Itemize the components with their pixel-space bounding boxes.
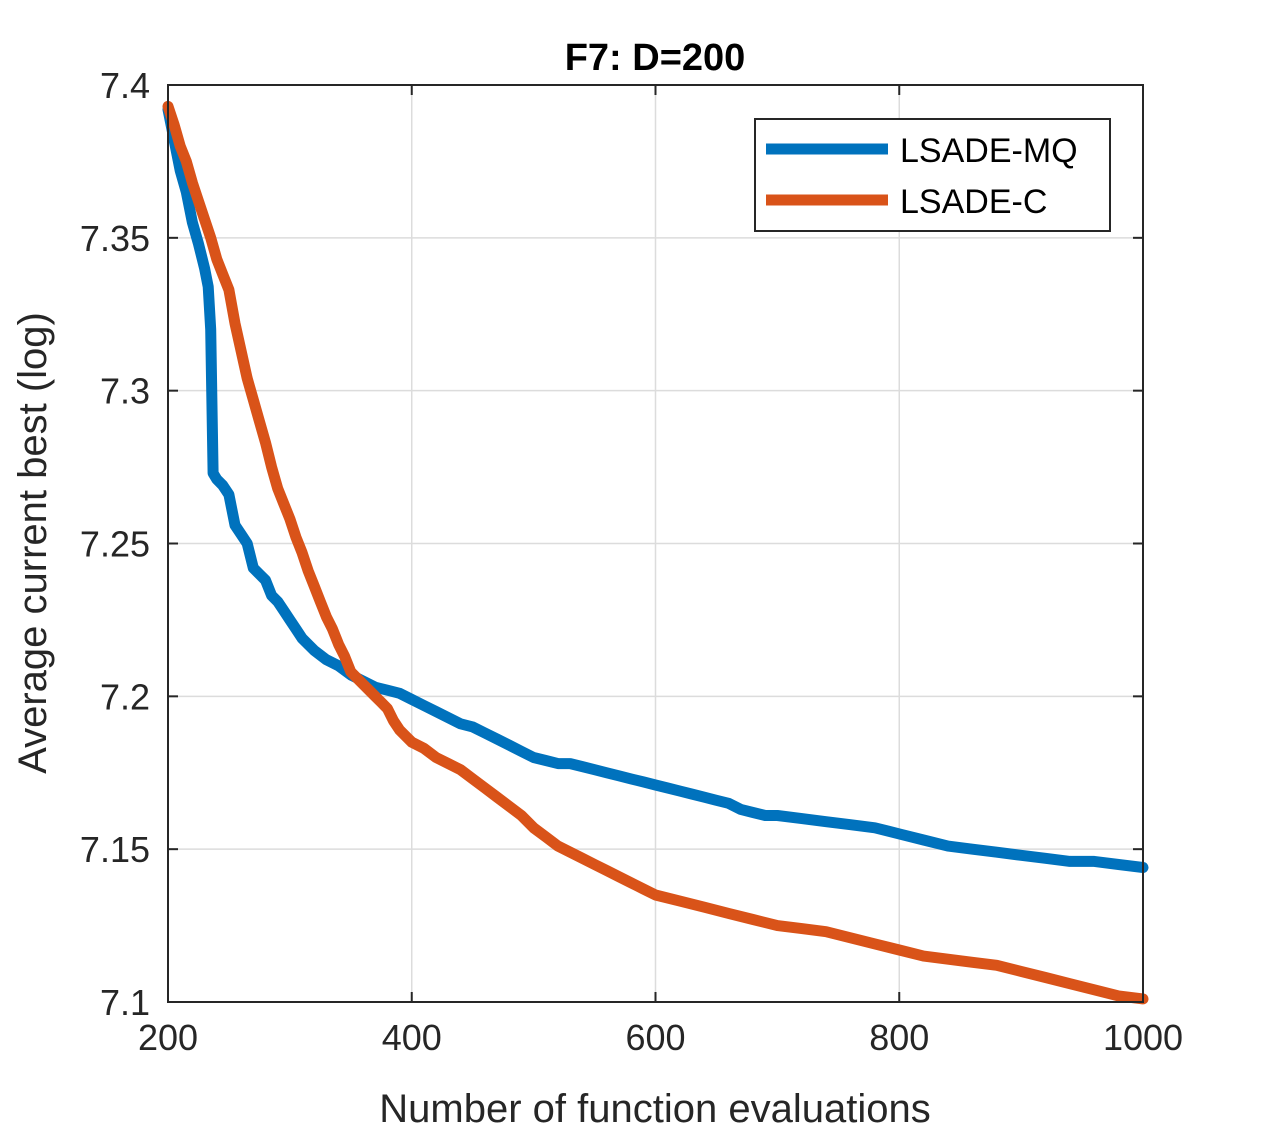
y-tick-label: 7.15 — [80, 829, 150, 870]
y-tick-label: 7.3 — [100, 371, 150, 412]
x-tick-label: 600 — [625, 1017, 685, 1058]
x-tick-label: 1000 — [1103, 1017, 1183, 1058]
y-axis-label: Average current best (log) — [11, 312, 55, 774]
legend-box — [754, 118, 1111, 232]
series-line-lsade-mq — [162, 104, 1149, 873]
x-tick-label: 800 — [869, 1017, 929, 1058]
legend-label-lsade-c: LSADE-C — [900, 183, 1047, 221]
y-tick-label: 7.25 — [80, 524, 150, 565]
y-tick-label: 7.2 — [100, 676, 150, 717]
x-tick-label: 400 — [382, 1017, 442, 1058]
series-group — [162, 100, 1149, 1005]
x-axis-ticks: 200 400 600 800 1000 — [138, 85, 1183, 1058]
y-tick-label: 7.4 — [100, 65, 150, 106]
legend-label-lsade-mq: LSADE-MQ — [900, 132, 1078, 170]
legend[interactable]: LSADE-MQ LSADE-C — [754, 118, 1111, 232]
series-line-lsade-c — [162, 100, 1149, 1005]
y-tick-label: 7.1 — [100, 982, 150, 1023]
y-tick-label: 7.35 — [80, 218, 150, 259]
x-axis-label: Number of function evaluations — [379, 1087, 930, 1131]
chart-title: F7: D=200 — [565, 37, 746, 79]
y-axis-ticks: 7.1 7.15 7.2 7.25 7.3 7.35 7.4 — [80, 65, 1143, 1023]
x-tick-label: 200 — [138, 1017, 198, 1058]
